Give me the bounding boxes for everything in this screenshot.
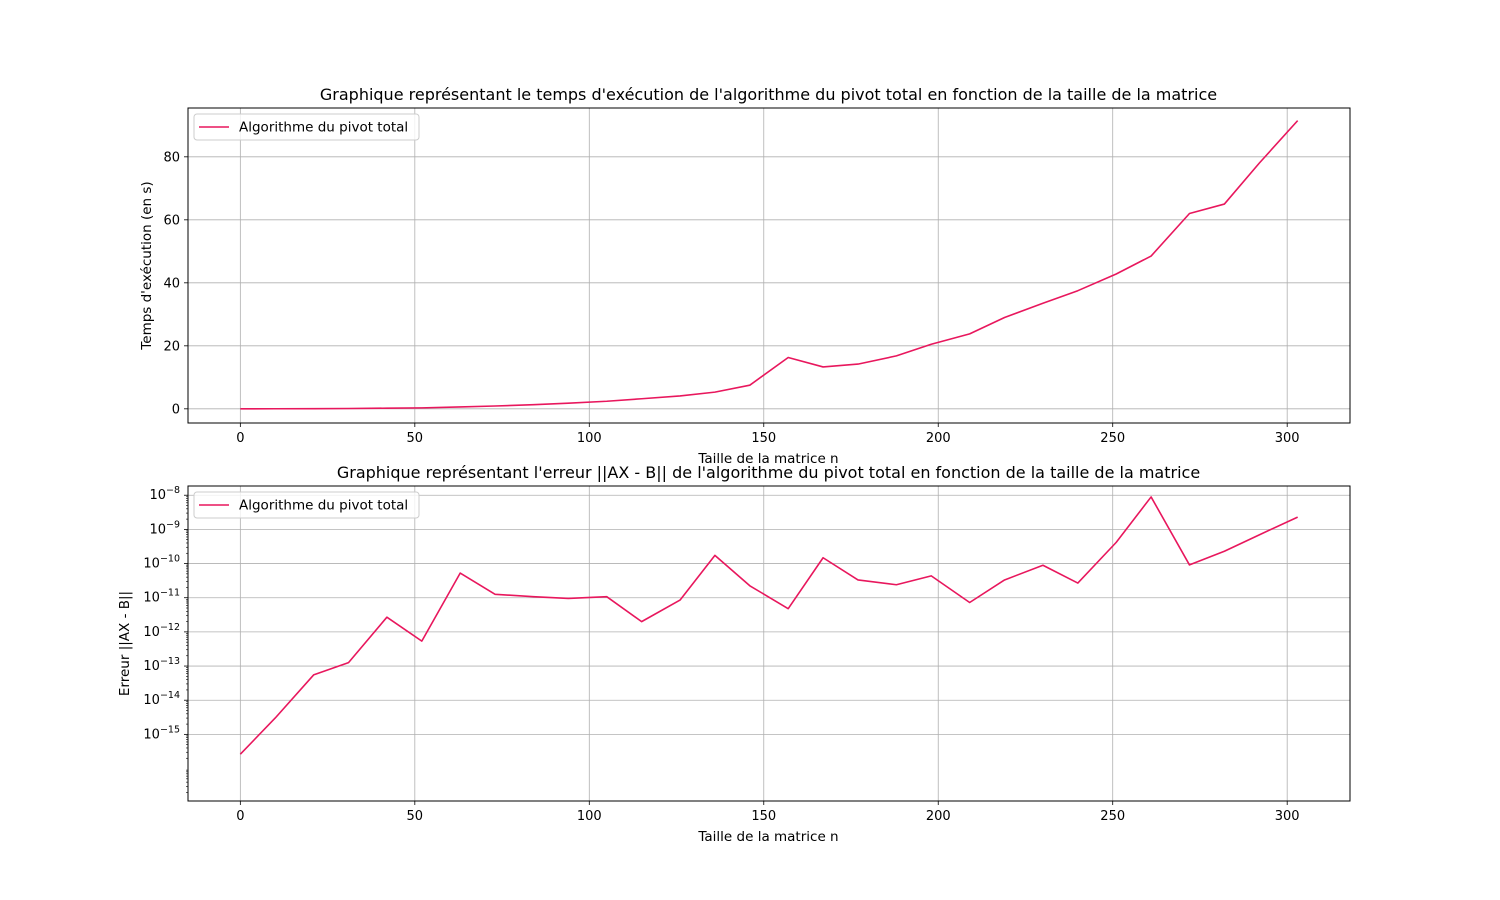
plot-frame	[187, 107, 1351, 424]
chart-error: Graphique représentant l'erreur ||AX - B…	[117, 463, 1351, 845]
x-tick-label: 250	[1100, 431, 1125, 446]
x-tick-label: 100	[577, 809, 602, 824]
ticks: 0 50 100 150 200 250 300 0 20 40 60 80	[163, 150, 1299, 446]
y-axis-label: Erreur ||AX - B||	[117, 591, 133, 696]
x-tick-label: 150	[751, 809, 776, 824]
legend: Algorithme du pivot total	[193, 113, 420, 141]
x-tick-label: 0	[236, 809, 244, 824]
x-tick-label: 300	[1275, 809, 1300, 824]
ticks: 0 50 100 150 200 250 300 10−15 10−14 10−13 10−12 10…	[143, 485, 1299, 824]
y-axis-label: Temps d'exécution (en s)	[139, 181, 155, 350]
y-tick-label: 40	[163, 276, 180, 291]
legend-label: Algorithme du pivot total	[239, 498, 408, 514]
x-tick-label: 250	[1100, 809, 1125, 824]
y-tick-label: 10−14	[143, 690, 180, 708]
x-tick-label: 200	[926, 431, 951, 446]
y-tick-label: 10−8	[149, 485, 180, 503]
y-tick-label: 10−10	[143, 554, 180, 572]
legend-box	[193, 491, 420, 519]
y-tick-label: 80	[163, 150, 180, 165]
y-tick-label: 10−9	[149, 519, 180, 537]
x-tick-label: 0	[236, 431, 244, 446]
x-tick-label: 200	[926, 809, 951, 824]
y-tick-label: 10−12	[143, 622, 180, 640]
series-line	[240, 120, 1299, 410]
x-axis-label: Taille de la matrice n	[697, 829, 838, 845]
x-tick-label: 50	[407, 809, 424, 824]
y-tick-label: 60	[163, 213, 180, 228]
chart-title: Graphique représentant l'erreur ||AX - B…	[337, 463, 1200, 482]
y-tick-label: 10−13	[143, 656, 180, 674]
x-tick-label: 50	[407, 431, 424, 446]
y-tick-label: 10−15	[143, 724, 180, 742]
chart-title: Graphique représentant le temps d'exécut…	[320, 85, 1217, 104]
legend: Algorithme du pivot total	[193, 491, 420, 519]
y-tick-label: 0	[172, 402, 180, 417]
x-axis-label: Taille de la matrice n	[697, 451, 838, 467]
chart-execution-time: Graphique représentant le temps d'exécut…	[139, 85, 1351, 467]
series-line	[239, 496, 1298, 755]
y-tick-label: 10−11	[143, 588, 180, 606]
grid	[188, 108, 1350, 423]
legend-box	[193, 113, 420, 141]
series-group	[239, 496, 1298, 755]
x-tick-label: 300	[1275, 431, 1300, 446]
plot-frame	[187, 485, 1351, 802]
x-tick-label: 150	[751, 431, 776, 446]
series-group	[240, 120, 1299, 410]
y-tick-label: 20	[163, 339, 180, 354]
legend-label: Algorithme du pivot total	[239, 120, 408, 136]
x-tick-label: 100	[577, 431, 602, 446]
